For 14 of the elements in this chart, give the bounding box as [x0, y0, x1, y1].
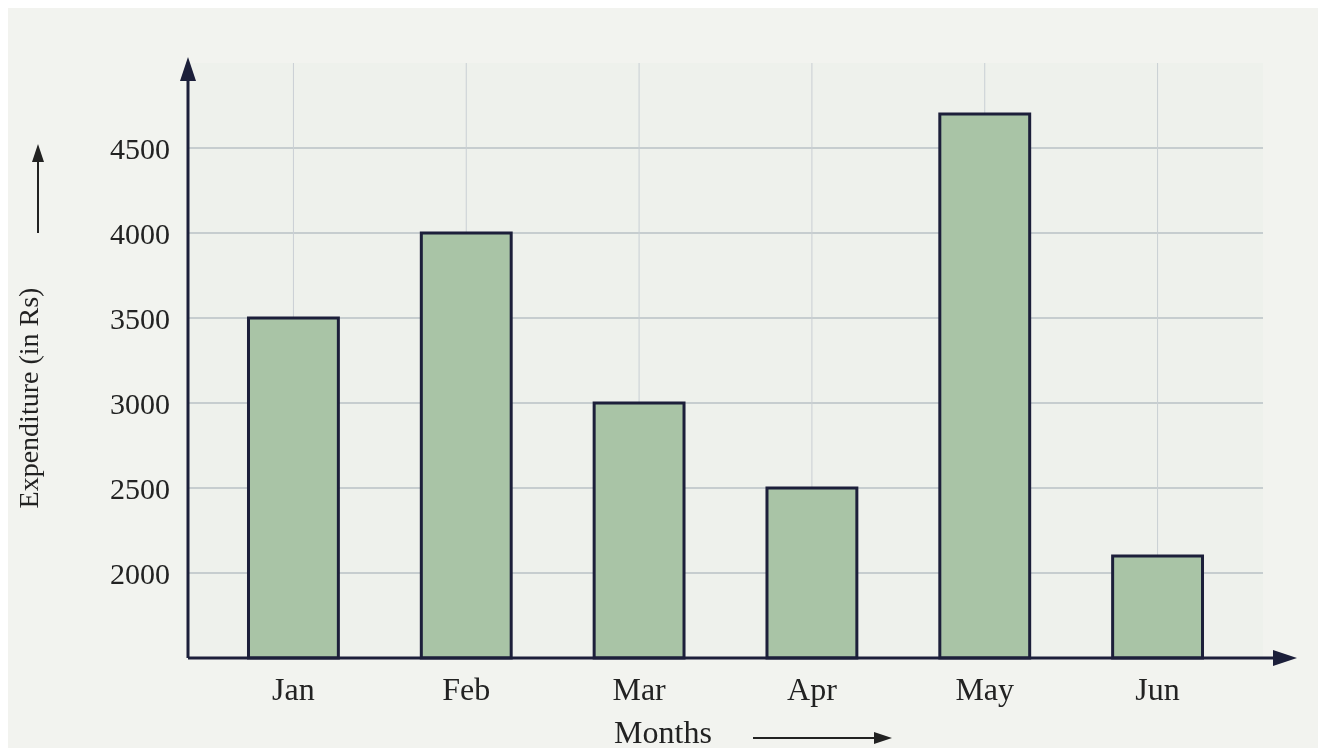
x-axis-title: Months: [614, 714, 712, 750]
x-tick-label: Jun: [1135, 671, 1180, 707]
x-tick-label: Jan: [272, 671, 315, 707]
x-tick-label: May: [955, 671, 1015, 707]
y-tick-label: 3000: [110, 386, 170, 420]
y-tick-label: 2500: [110, 471, 170, 505]
x-tick-label: Feb: [442, 671, 491, 707]
y-tick-label: 3500: [110, 301, 170, 335]
x-tick-label: Mar: [612, 671, 667, 707]
y-tick-label: 2000: [110, 556, 170, 590]
y-axis-title: Expenditure (in Rs): [13, 287, 44, 509]
y-tick-label: 4500: [110, 131, 170, 165]
x-tick-label: Apr: [787, 671, 838, 707]
y-tick-label: 4000: [110, 216, 170, 250]
